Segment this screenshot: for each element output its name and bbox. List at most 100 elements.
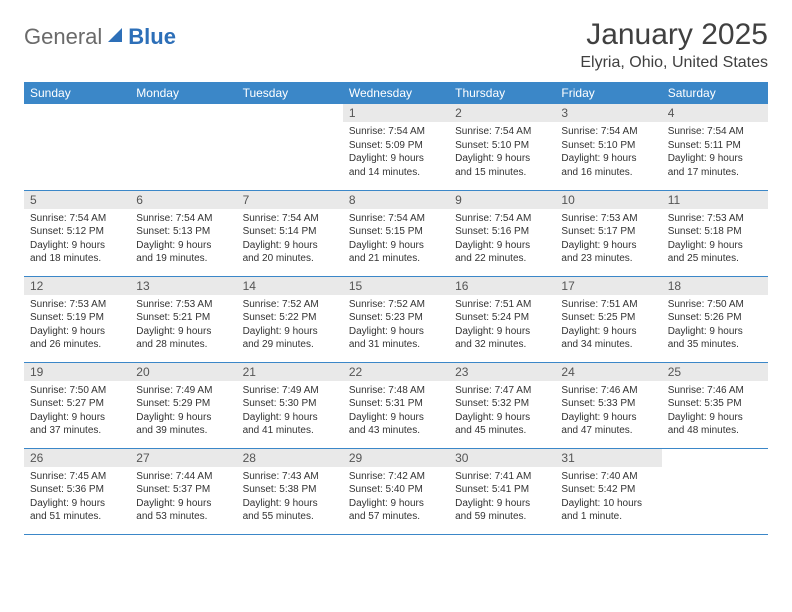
day-details: Sunrise: 7:40 AMSunset: 5:42 PMDaylight:…: [555, 467, 661, 528]
calendar-day: 17Sunrise: 7:51 AMSunset: 5:25 PMDayligh…: [555, 276, 661, 362]
logo: General Blue: [24, 18, 176, 50]
sunset-text: Sunset: 5:21 PM: [136, 311, 230, 325]
sail-icon: [106, 26, 126, 49]
day-details: Sunrise: 7:52 AMSunset: 5:23 PMDaylight:…: [343, 295, 449, 356]
day-header: Thursday: [449, 82, 555, 104]
day-details: Sunrise: 7:48 AMSunset: 5:31 PMDaylight:…: [343, 381, 449, 442]
day-details: Sunrise: 7:53 AMSunset: 5:19 PMDaylight:…: [24, 295, 130, 356]
daylight-text: Daylight: 9 hours and 47 minutes.: [561, 411, 655, 438]
daylight-text: Daylight: 9 hours and 37 minutes.: [30, 411, 124, 438]
sunrise-text: Sunrise: 7:54 AM: [561, 125, 655, 139]
calendar-day: 23Sunrise: 7:47 AMSunset: 5:32 PMDayligh…: [449, 362, 555, 448]
day-number: 31: [555, 449, 661, 467]
sunset-text: Sunset: 5:14 PM: [243, 225, 337, 239]
day-details: Sunrise: 7:54 AMSunset: 5:13 PMDaylight:…: [130, 209, 236, 270]
daylight-text: Daylight: 9 hours and 53 minutes.: [136, 497, 230, 524]
calendar-day: 16Sunrise: 7:51 AMSunset: 5:24 PMDayligh…: [449, 276, 555, 362]
daylight-text: Daylight: 9 hours and 34 minutes.: [561, 325, 655, 352]
sunrise-text: Sunrise: 7:54 AM: [349, 212, 443, 226]
sunset-text: Sunset: 5:42 PM: [561, 483, 655, 497]
daylight-text: Daylight: 10 hours and 1 minute.: [561, 497, 655, 524]
daylight-text: Daylight: 9 hours and 55 minutes.: [243, 497, 337, 524]
sunrise-text: Sunrise: 7:46 AM: [668, 384, 762, 398]
calendar-day: 19Sunrise: 7:50 AMSunset: 5:27 PMDayligh…: [24, 362, 130, 448]
day-number: 13: [130, 277, 236, 295]
sunset-text: Sunset: 5:10 PM: [561, 139, 655, 153]
daylight-text: Daylight: 9 hours and 57 minutes.: [349, 497, 443, 524]
title-block: January 2025 Elyria, Ohio, United States: [580, 18, 768, 72]
sunrise-text: Sunrise: 7:46 AM: [561, 384, 655, 398]
sunrise-text: Sunrise: 7:52 AM: [349, 298, 443, 312]
sunrise-text: Sunrise: 7:54 AM: [136, 212, 230, 226]
sunrise-text: Sunrise: 7:45 AM: [30, 470, 124, 484]
calendar-day: 5Sunrise: 7:54 AMSunset: 5:12 PMDaylight…: [24, 190, 130, 276]
day-number: 24: [555, 363, 661, 381]
sunrise-text: Sunrise: 7:43 AM: [243, 470, 337, 484]
header: General Blue January 2025 Elyria, Ohio, …: [24, 18, 768, 72]
sunrise-text: Sunrise: 7:53 AM: [561, 212, 655, 226]
day-details: Sunrise: 7:51 AMSunset: 5:25 PMDaylight:…: [555, 295, 661, 356]
day-header: Monday: [130, 82, 236, 104]
day-number: 2: [449, 104, 555, 122]
sunrise-text: Sunrise: 7:49 AM: [136, 384, 230, 398]
calendar-day: 24Sunrise: 7:46 AMSunset: 5:33 PMDayligh…: [555, 362, 661, 448]
day-number: 7: [237, 191, 343, 209]
daylight-text: Daylight: 9 hours and 22 minutes.: [455, 239, 549, 266]
day-details: Sunrise: 7:45 AMSunset: 5:36 PMDaylight:…: [24, 467, 130, 528]
sunset-text: Sunset: 5:12 PM: [30, 225, 124, 239]
daylight-text: Daylight: 9 hours and 20 minutes.: [243, 239, 337, 266]
daylight-text: Daylight: 9 hours and 26 minutes.: [30, 325, 124, 352]
sunset-text: Sunset: 5:13 PM: [136, 225, 230, 239]
sunset-text: Sunset: 5:35 PM: [668, 397, 762, 411]
daylight-text: Daylight: 9 hours and 48 minutes.: [668, 411, 762, 438]
day-header: Saturday: [662, 82, 768, 104]
calendar-day: 28Sunrise: 7:43 AMSunset: 5:38 PMDayligh…: [237, 448, 343, 534]
day-number: 21: [237, 363, 343, 381]
calendar-week: 12Sunrise: 7:53 AMSunset: 5:19 PMDayligh…: [24, 276, 768, 362]
sunrise-text: Sunrise: 7:53 AM: [136, 298, 230, 312]
day-details: Sunrise: 7:46 AMSunset: 5:33 PMDaylight:…: [555, 381, 661, 442]
day-details: Sunrise: 7:52 AMSunset: 5:22 PMDaylight:…: [237, 295, 343, 356]
sunrise-text: Sunrise: 7:54 AM: [243, 212, 337, 226]
sunset-text: Sunset: 5:31 PM: [349, 397, 443, 411]
calendar-day: 20Sunrise: 7:49 AMSunset: 5:29 PMDayligh…: [130, 362, 236, 448]
day-details: Sunrise: 7:54 AMSunset: 5:10 PMDaylight:…: [449, 122, 555, 183]
sunset-text: Sunset: 5:33 PM: [561, 397, 655, 411]
sunset-text: Sunset: 5:19 PM: [30, 311, 124, 325]
sunrise-text: Sunrise: 7:47 AM: [455, 384, 549, 398]
sunrise-text: Sunrise: 7:53 AM: [668, 212, 762, 226]
day-details: Sunrise: 7:53 AMSunset: 5:17 PMDaylight:…: [555, 209, 661, 270]
sunset-text: Sunset: 5:40 PM: [349, 483, 443, 497]
sunrise-text: Sunrise: 7:51 AM: [455, 298, 549, 312]
sunset-text: Sunset: 5:27 PM: [30, 397, 124, 411]
sunrise-text: Sunrise: 7:52 AM: [243, 298, 337, 312]
calendar-day: 2Sunrise: 7:54 AMSunset: 5:10 PMDaylight…: [449, 104, 555, 190]
daylight-text: Daylight: 9 hours and 15 minutes.: [455, 152, 549, 179]
sunrise-text: Sunrise: 7:54 AM: [455, 212, 549, 226]
day-details: Sunrise: 7:54 AMSunset: 5:09 PMDaylight:…: [343, 122, 449, 183]
calendar-day: 8Sunrise: 7:54 AMSunset: 5:15 PMDaylight…: [343, 190, 449, 276]
calendar-day-empty: [130, 104, 236, 190]
calendar-week: 19Sunrise: 7:50 AMSunset: 5:27 PMDayligh…: [24, 362, 768, 448]
calendar-day: 18Sunrise: 7:50 AMSunset: 5:26 PMDayligh…: [662, 276, 768, 362]
calendar-day: 12Sunrise: 7:53 AMSunset: 5:19 PMDayligh…: [24, 276, 130, 362]
daylight-text: Daylight: 9 hours and 31 minutes.: [349, 325, 443, 352]
day-number: 11: [662, 191, 768, 209]
calendar-day: 21Sunrise: 7:49 AMSunset: 5:30 PMDayligh…: [237, 362, 343, 448]
daylight-text: Daylight: 9 hours and 14 minutes.: [349, 152, 443, 179]
day-number: 22: [343, 363, 449, 381]
sunrise-text: Sunrise: 7:44 AM: [136, 470, 230, 484]
calendar-day: 11Sunrise: 7:53 AMSunset: 5:18 PMDayligh…: [662, 190, 768, 276]
day-number: 14: [237, 277, 343, 295]
sunrise-text: Sunrise: 7:48 AM: [349, 384, 443, 398]
calendar-day: 15Sunrise: 7:52 AMSunset: 5:23 PMDayligh…: [343, 276, 449, 362]
daylight-text: Daylight: 9 hours and 18 minutes.: [30, 239, 124, 266]
day-details: Sunrise: 7:51 AMSunset: 5:24 PMDaylight:…: [449, 295, 555, 356]
day-number: 30: [449, 449, 555, 467]
day-details: Sunrise: 7:41 AMSunset: 5:41 PMDaylight:…: [449, 467, 555, 528]
day-header: Tuesday: [237, 82, 343, 104]
calendar-day: 29Sunrise: 7:42 AMSunset: 5:40 PMDayligh…: [343, 448, 449, 534]
sunset-text: Sunset: 5:32 PM: [455, 397, 549, 411]
location: Elyria, Ohio, United States: [580, 54, 768, 72]
day-details: Sunrise: 7:54 AMSunset: 5:15 PMDaylight:…: [343, 209, 449, 270]
